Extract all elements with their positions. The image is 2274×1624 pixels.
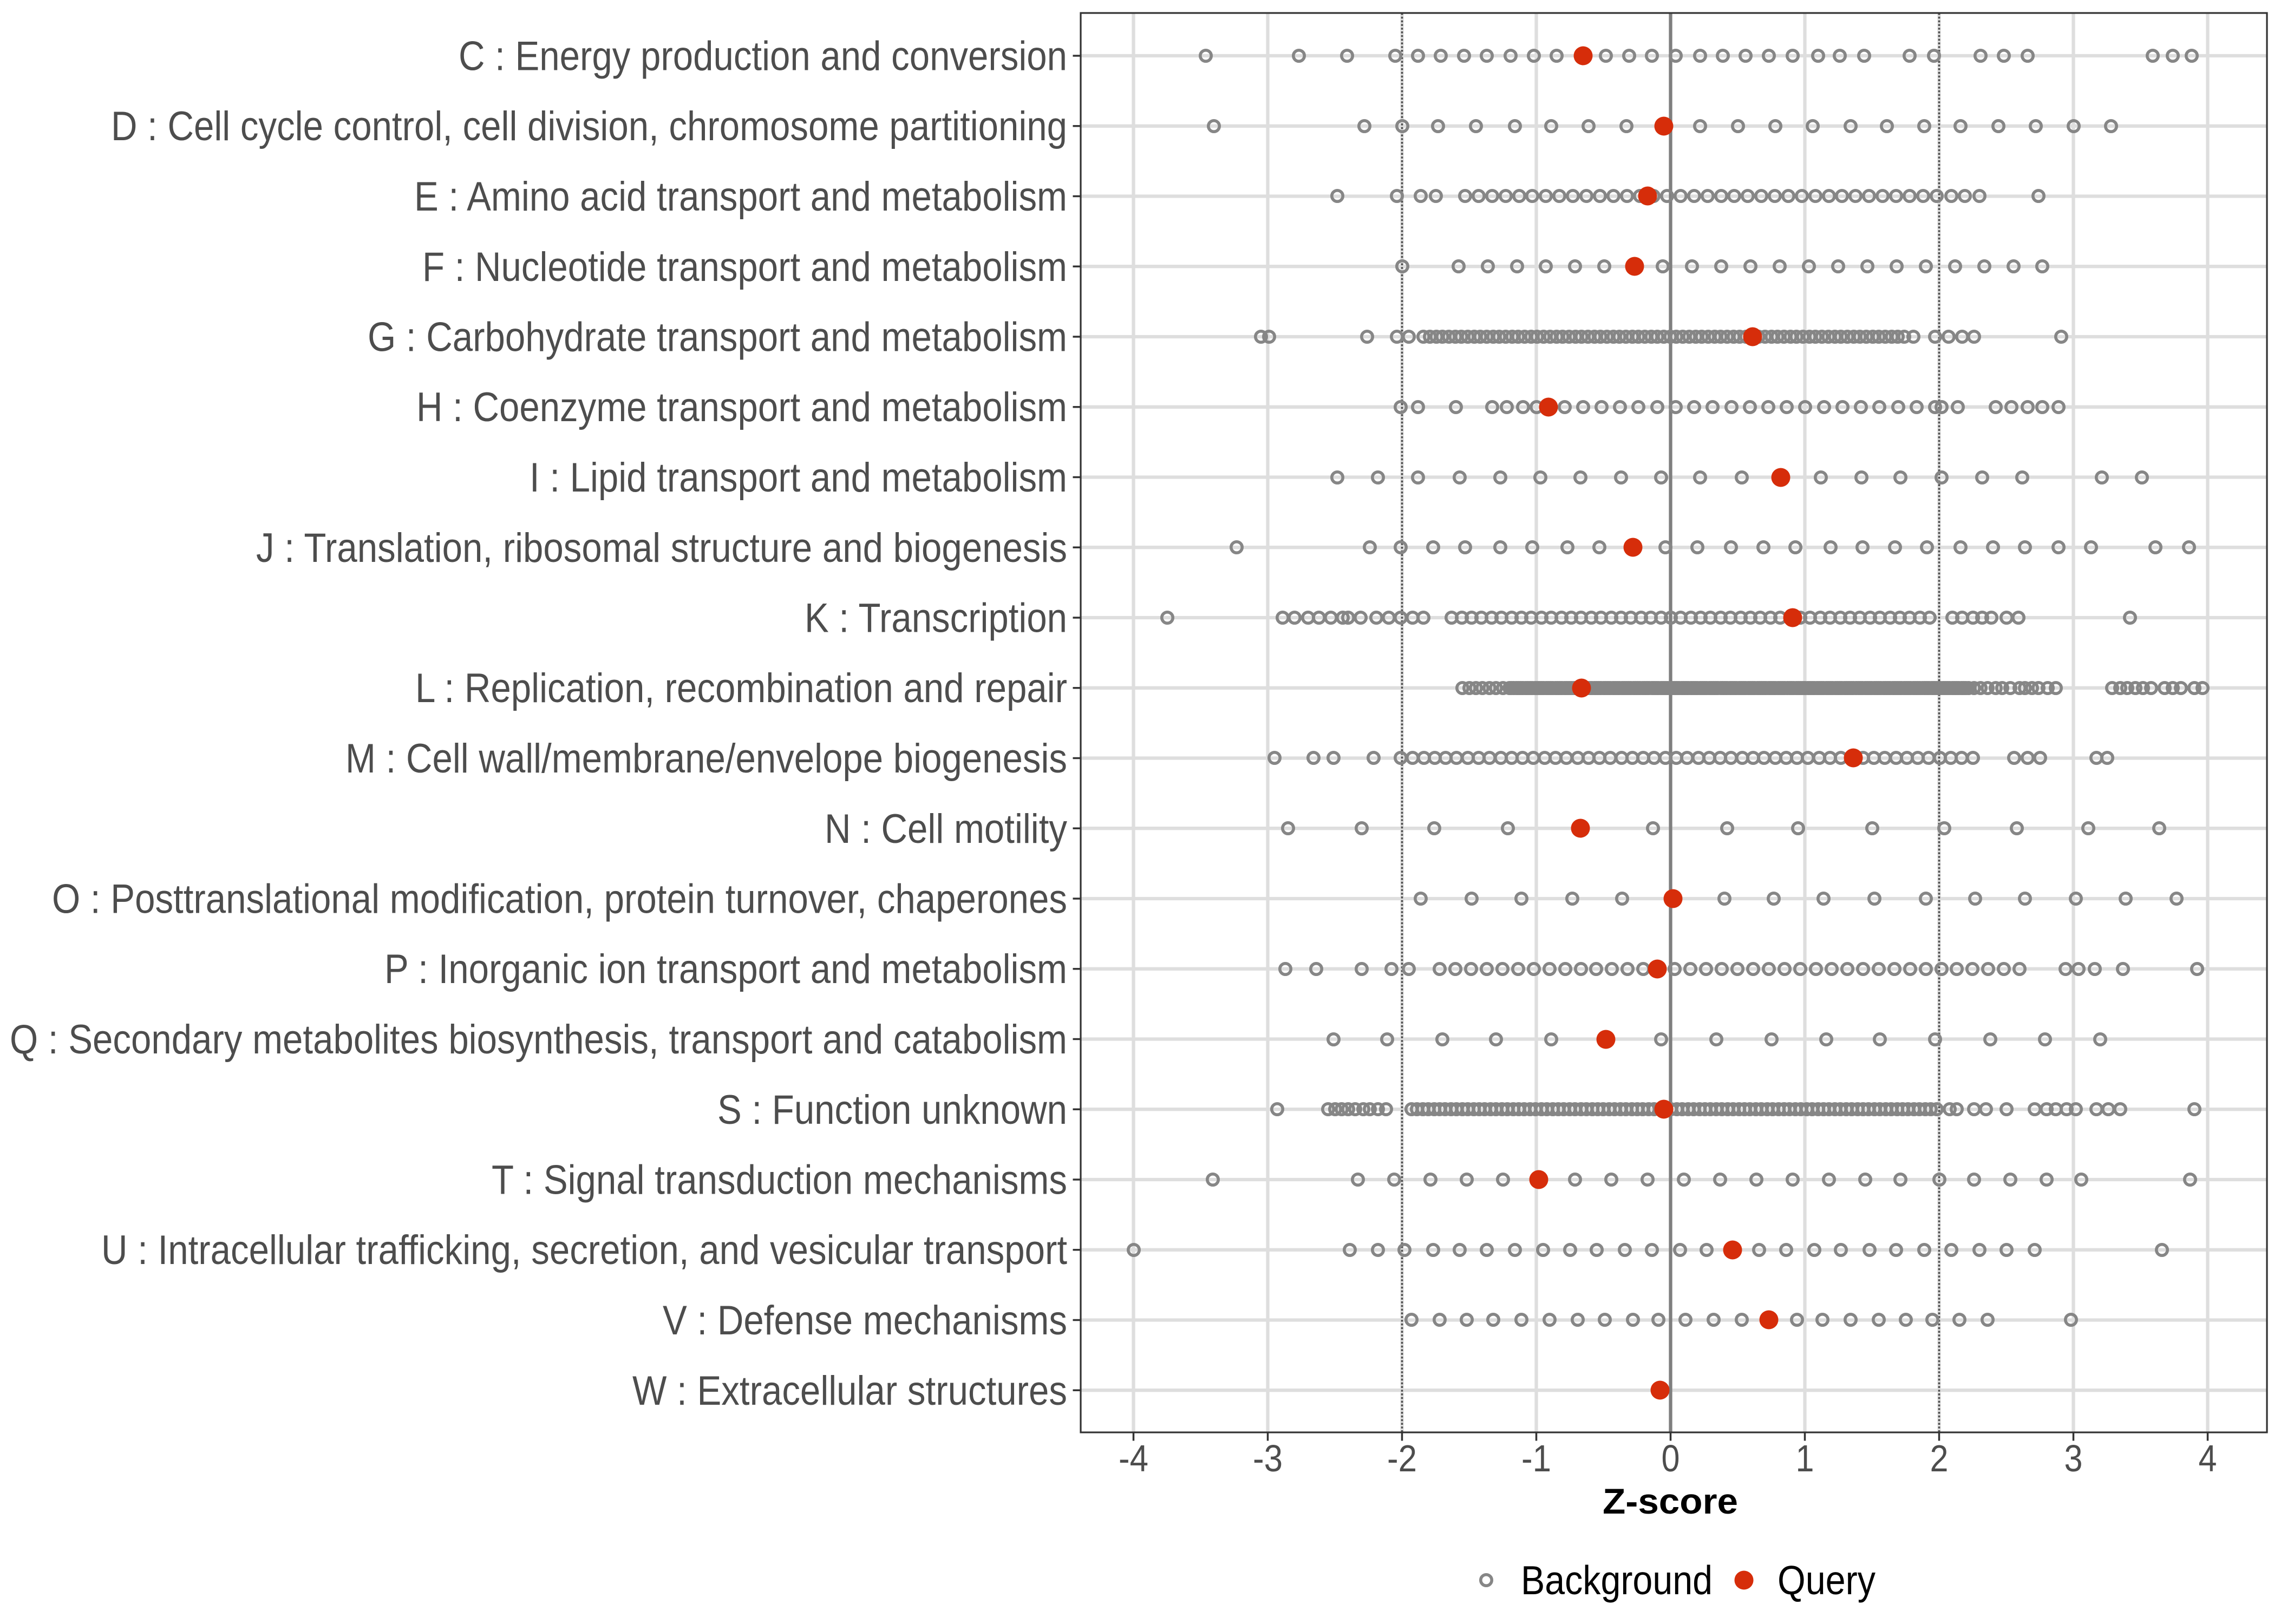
svg-text:0: 0 bbox=[1662, 1437, 1680, 1479]
svg-text:L : Replication, recombination: L : Replication, recombination and repai… bbox=[415, 665, 1067, 711]
svg-text:4: 4 bbox=[2199, 1437, 2217, 1479]
svg-text:M : Cell wall/membrane/envelop: M : Cell wall/membrane/envelope biogenes… bbox=[345, 736, 1067, 782]
svg-text:H : Coenzyme transport and met: H : Coenzyme transport and metabolism bbox=[416, 384, 1067, 430]
svg-text:S : Function unknown: S : Function unknown bbox=[717, 1087, 1067, 1133]
svg-text:-3: -3 bbox=[1253, 1437, 1283, 1479]
svg-text:D : Cell cycle control, cell d: D : Cell cycle control, cell division, c… bbox=[111, 103, 1067, 149]
svg-text:2: 2 bbox=[1930, 1437, 1949, 1479]
svg-text:I : Lipid transport and metabo: I : Lipid transport and metabolism bbox=[530, 455, 1067, 501]
svg-text:G : Carbohydrate transport and: G : Carbohydrate transport and metabolis… bbox=[368, 315, 1067, 361]
svg-text:-4: -4 bbox=[1119, 1437, 1148, 1479]
svg-text:C : Energy production and conv: C : Energy production and conversion bbox=[459, 34, 1067, 80]
svg-text:P : Inorganic ion transport an: P : Inorganic ion transport and metaboli… bbox=[384, 946, 1067, 992]
svg-text:U : Intracellular trafficking,: U : Intracellular trafficking, secretion… bbox=[101, 1227, 1067, 1273]
svg-text:V : Defense mechanisms: V : Defense mechanisms bbox=[663, 1298, 1067, 1344]
svg-text:-1: -1 bbox=[1521, 1437, 1551, 1479]
svg-text:Query: Query bbox=[1778, 1557, 1876, 1603]
svg-text:1: 1 bbox=[1796, 1437, 1814, 1479]
svg-text:J : Translation, ribosomal str: J : Translation, ribosomal structure and… bbox=[256, 525, 1067, 571]
svg-text:Background: Background bbox=[1521, 1557, 1713, 1603]
svg-text:3: 3 bbox=[2064, 1437, 2083, 1479]
svg-text:K : Transcription: K : Transcription bbox=[805, 595, 1067, 641]
svg-text:T : Signal transduction mechan: T : Signal transduction mechanisms bbox=[492, 1157, 1067, 1203]
svg-text:O : Posttranslational modifica: O : Posttranslational modification, prot… bbox=[52, 876, 1067, 922]
svg-text:E : Amino acid transport and m: E : Amino acid transport and metabolism bbox=[414, 174, 1067, 220]
svg-text:-2: -2 bbox=[1387, 1437, 1417, 1479]
svg-text:F : Nucleotide transport and m: F : Nucleotide transport and metabolism bbox=[422, 244, 1067, 290]
svg-text:Q : Secondary metabolites bios: Q : Secondary metabolites biosynthesis, … bbox=[10, 1017, 1067, 1063]
svg-text:Z-score: Z-score bbox=[1603, 1481, 1738, 1521]
svg-text:W : Extracellular structures: W : Extracellular structures bbox=[632, 1368, 1067, 1414]
svg-text:N : Cell motility: N : Cell motility bbox=[825, 806, 1067, 852]
